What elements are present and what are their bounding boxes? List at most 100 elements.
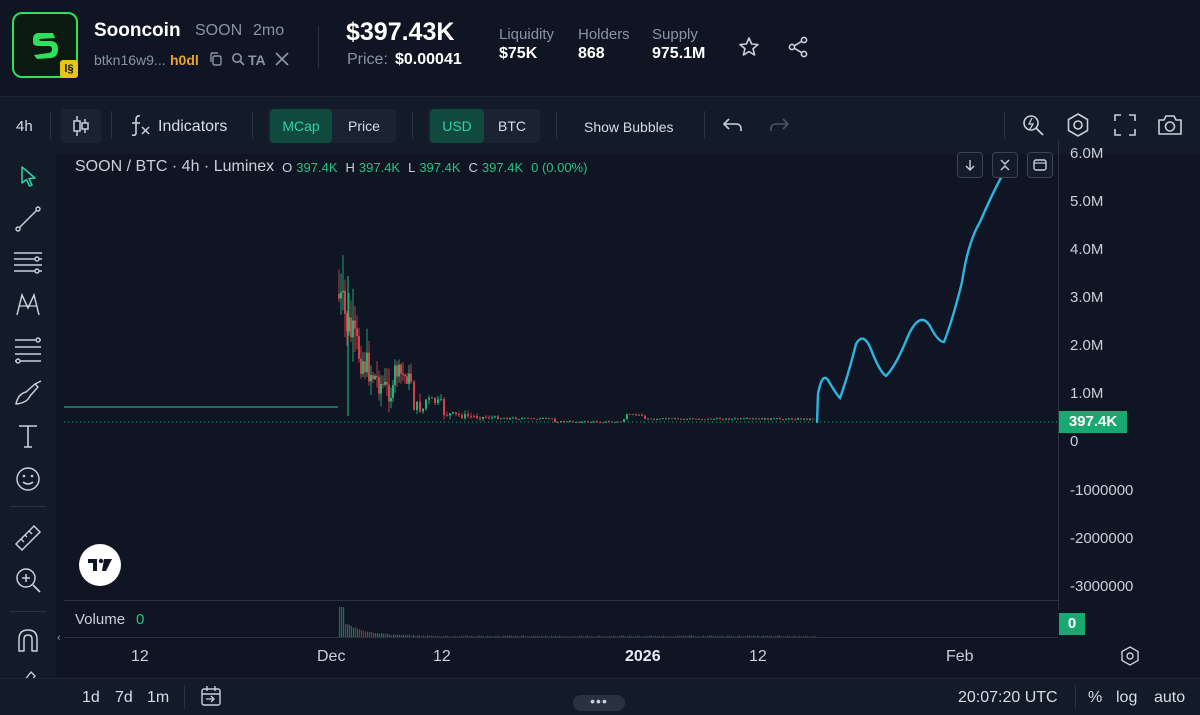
candle-body [542,418,544,419]
candle-body [342,290,344,293]
volume-bar [743,636,745,637]
volume-bar [755,636,757,637]
candle-body [358,336,360,359]
x-tick: 2026 [625,648,661,665]
token-address[interactable]: btkn16w9... [94,52,166,68]
candle-body [346,313,348,332]
auto-toggle[interactable]: auto [1154,689,1186,706]
fib-retracement-icon[interactable] [13,334,43,364]
ruler-icon[interactable] [13,523,43,553]
candle-body [455,412,457,414]
volume-bar [409,634,411,637]
magnet-icon[interactable] [13,625,43,655]
search-icon[interactable] [230,51,246,67]
volume-bar [667,636,669,637]
axis-settings-icon[interactable] [1119,645,1141,667]
candle-body [350,317,352,338]
volume-pane[interactable] [64,600,1058,637]
price-axis[interactable] [1058,140,1200,610]
copy-icon[interactable] [208,51,224,67]
volume-bar [731,636,733,637]
utc-clock[interactable]: 20:07:20 UTC [958,689,1058,706]
candle-body [479,418,481,419]
candle-body [773,418,775,420]
candlestick-series [64,170,1058,424]
pattern-icon[interactable] [13,290,43,320]
range-7d-button[interactable]: 7d [115,689,133,706]
trend-line-icon[interactable] [13,204,43,234]
candle-body [644,415,646,420]
candle-body [614,421,616,423]
quick-search-icon[interactable] [1020,112,1046,138]
volume-bar [421,636,423,637]
goto-date-icon[interactable] [199,684,223,708]
candle-body [770,418,772,420]
candle-body [548,418,550,419]
volume-bar [403,634,405,637]
price-chart[interactable] [64,154,1058,598]
show-bubbles-button[interactable]: Show Bubbles [584,119,674,135]
volume-bar [565,636,567,637]
candle-body [746,418,748,420]
star-icon[interactable] [737,35,761,59]
candle-body [400,364,402,374]
price-button[interactable]: Price [348,118,380,134]
x-tick: 12 [131,648,149,665]
volume-bar [501,636,503,637]
x-twitter-icon[interactable] [274,51,290,67]
fullscreen-icon[interactable] [1113,113,1137,137]
volume-bar [793,636,795,637]
volume-bar [791,636,793,637]
tradingview-logo[interactable] [79,544,121,586]
share-icon[interactable] [786,35,810,59]
range-1m-button[interactable]: 1m [147,689,170,706]
brush-icon[interactable] [13,378,43,408]
candle-body [374,375,376,380]
function-icon[interactable] [129,113,151,137]
candle-style-button[interactable] [61,109,101,143]
log-toggle[interactable]: log [1116,689,1138,706]
volume-bar [427,635,429,637]
candle-body [602,422,604,424]
redo-icon[interactable] [768,116,790,134]
horizontal-lines-icon[interactable] [13,247,43,277]
volume-bar [803,636,805,637]
percent-toggle[interactable]: % [1088,689,1103,706]
y-tick: 0 [1070,433,1079,450]
candle-body [406,376,408,384]
range-1d-button[interactable]: 1d [82,689,100,706]
interval-selector[interactable]: 4h [16,118,33,135]
candle-body [590,422,592,423]
token-logo [12,12,78,78]
legend-change: 0 (0.00%) [531,159,588,175]
mcap-button[interactable]: MCap [270,109,332,143]
settings-icon[interactable] [1065,112,1091,138]
volume-bar [779,635,781,637]
undo-icon[interactable] [722,116,744,134]
zoom-in-icon[interactable] [13,565,43,595]
pane-resize-handle[interactable]: ••• [573,694,625,711]
collapse-icon [1000,159,1010,171]
emoji-icon[interactable] [13,464,43,494]
btc-button[interactable]: BTC [498,118,526,134]
cursor-icon[interactable] [13,161,43,191]
volume-bar [543,636,545,637]
collapse-arrow-icon[interactable]: ‹ [57,632,61,644]
usd-button[interactable]: USD [430,109,484,143]
ta-link[interactable]: TA [248,52,266,68]
volume-bar [781,636,783,637]
chart-collapse-button[interactable] [992,152,1018,178]
volume-bar [347,624,349,637]
candle-body [797,418,799,420]
time-axis[interactable] [64,637,1058,677]
volume-bar [799,635,801,637]
token-address-suffix[interactable]: h0dl [170,52,199,68]
indicators-button[interactable]: Indicators [158,118,228,135]
text-tool-icon[interactable] [13,421,43,451]
chart-maximize-button[interactable] [1027,152,1053,178]
volume-bar [719,636,721,637]
volume-bar [717,636,719,637]
chart-down-button[interactable] [957,152,983,178]
camera-icon[interactable] [1156,113,1184,137]
candle-body [713,418,715,420]
